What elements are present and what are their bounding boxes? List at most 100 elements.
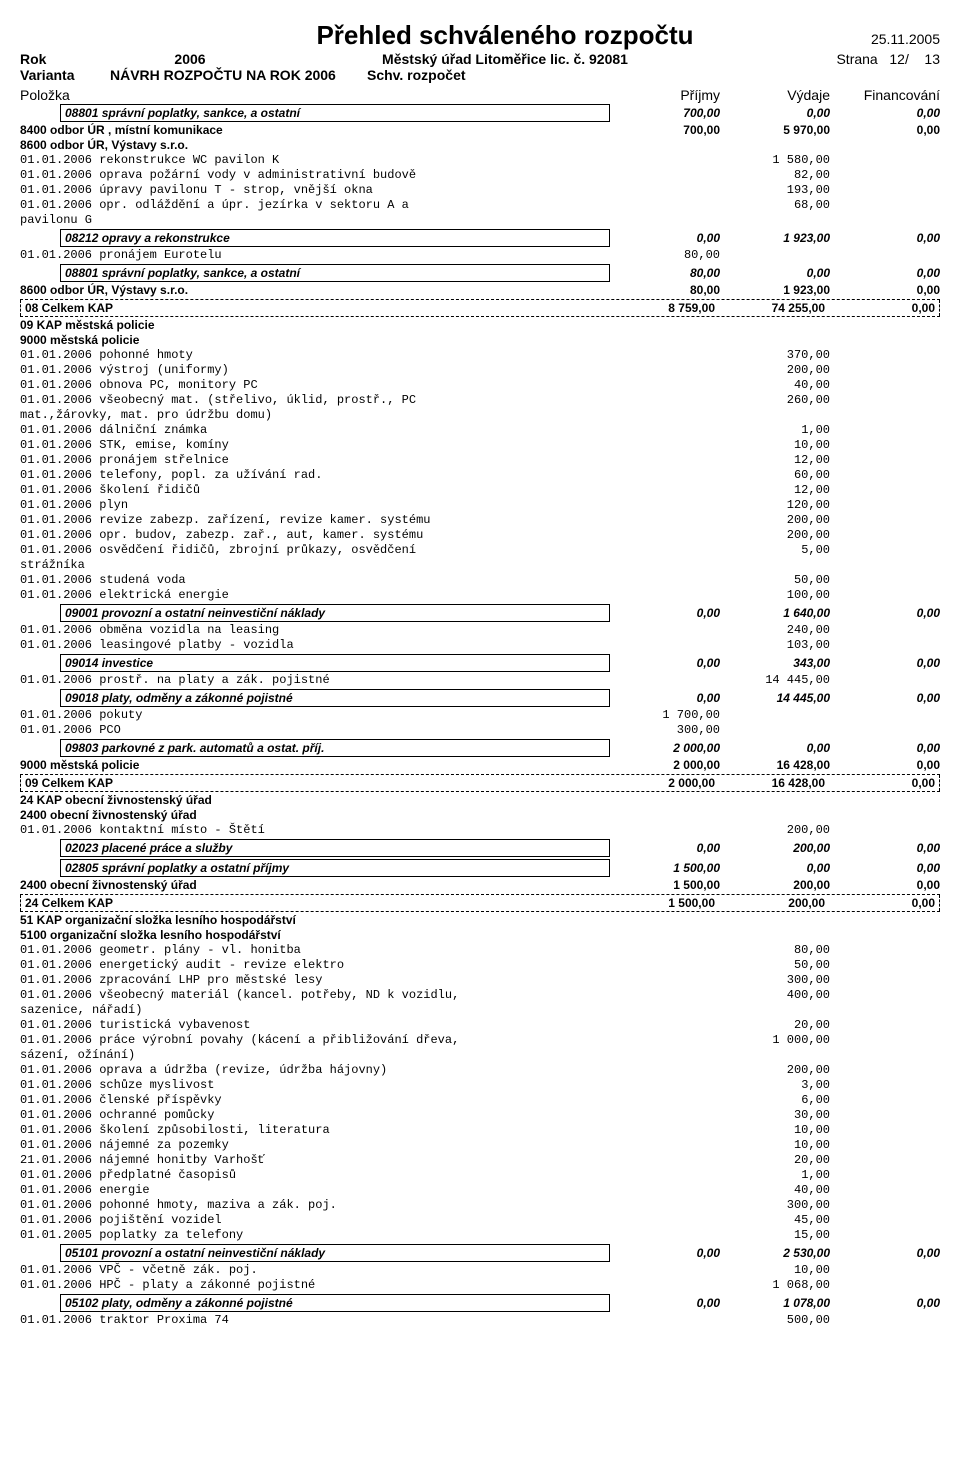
table-row-total: 08 Celkem KAP8 759,0074 255,000,00 — [20, 299, 940, 317]
table-row-detail: 01.01.2006 telefony, popl. za užívání ra… — [20, 468, 940, 483]
table-row-boxed: 08801 správní poplatky, sankce, a ostatn… — [20, 263, 940, 283]
table-row-detail: 01.01.2006 studená voda50,00 — [20, 573, 940, 588]
header-date: 25.11.2005 — [740, 31, 940, 47]
table-row-detail: 01.01.2006 VPČ - včetně zák. poj.10,00 — [20, 1263, 940, 1278]
table-row: 8600 odbor ÚR, Výstavy s.r.o. — [20, 138, 940, 153]
table-row: 51 KAP organizační složka lesního hospod… — [20, 913, 940, 928]
table-row-detail: pavilonu G — [20, 213, 940, 228]
table-row-detail: 01.01.2006 rekonstrukce WC pavilon K1 58… — [20, 153, 940, 168]
boxed-label: 05102 platy, odměny a zákonné pojistné — [60, 1294, 610, 1312]
table-row-detail: 01.01.2006 elektrická energie100,00 — [20, 588, 940, 603]
table-row-detail: 01.01.2006 oprava a údržba (revize, údrž… — [20, 1063, 940, 1078]
rok-label: Rok — [20, 51, 110, 67]
table-row: 09 KAP městská policie — [20, 318, 940, 333]
table-row-detail: 01.01.2006 školení způsobilosti, literat… — [20, 1123, 940, 1138]
header-sub: Městský úřad Litoměřice lic. č. 92081 — [270, 51, 740, 67]
page-title: Přehled schváleného rozpočtu — [270, 20, 740, 51]
table-row-detail: mat.,žárovky, mat. pro údržbu domu) — [20, 408, 940, 423]
table-row-detail: 01.01.2006 prostř. na platy a zák. pojis… — [20, 673, 940, 688]
table-row-detail: 01.01.2006 zpracování LHP pro městské le… — [20, 973, 940, 988]
table-row: 9000 městská policie2 000,0016 428,000,0… — [20, 758, 940, 773]
table-row-boxed: 05102 platy, odměny a zákonné pojistné0,… — [20, 1293, 940, 1313]
table-row-detail: 01.01.2006 PCO300,00 — [20, 723, 940, 738]
rok-value: 2006 — [110, 51, 270, 67]
table-row-detail: 01.01.2006 pojištění vozidel45,00 — [20, 1213, 940, 1228]
table-row-total: 24 Celkem KAP1 500,00200,000,00 — [20, 894, 940, 912]
table-row: 2400 obecní živnostenský úřad — [20, 808, 940, 823]
boxed-label: 08801 správní poplatky, sankce, a ostatn… — [60, 264, 610, 282]
table-row-detail: 01.01.2006 všeobecný mat. (střelivo, úkl… — [20, 393, 940, 408]
boxed-label: 09018 platy, odměny a zákonné pojistné — [60, 689, 610, 707]
table-row-boxed: 02805 správní poplatky a ostatní příjmy1… — [20, 858, 940, 878]
table-row-detail: 01.01.2006 dálniční známka1,00 — [20, 423, 940, 438]
table-row-boxed: 08212 opravy a rekonstrukce0,001 923,000… — [20, 228, 940, 248]
table-row-total: 09 Celkem KAP2 000,0016 428,000,00 — [20, 774, 940, 792]
table-row-detail: 01.01.2006 obměna vozidla na leasing240,… — [20, 623, 940, 638]
table-row-detail: 01.01.2005 poplatky za telefony15,00 — [20, 1228, 940, 1243]
table-row-detail: 01.01.2006 nájemné za pozemky10,00 — [20, 1138, 940, 1153]
table-row-boxed: 08801 správní poplatky, sankce, a ostatn… — [20, 103, 940, 123]
budget-table: 08801 správní poplatky, sankce, a ostatn… — [20, 103, 940, 1328]
col-prijmy: Příjmy — [610, 87, 720, 103]
table-row-detail: 21.01.2006 nájemné honitby Varhošť20,00 — [20, 1153, 940, 1168]
boxed-label: 08212 opravy a rekonstrukce — [60, 229, 610, 247]
col-fin: Financování — [830, 87, 940, 103]
table-row-detail: 01.01.2006 všeobecný materiál (kancel. p… — [20, 988, 940, 1003]
table-row-boxed: 02023 placené práce a služby0,00200,000,… — [20, 838, 940, 858]
table-row-detail: 01.01.2006 revize zabezp. zařízení, revi… — [20, 513, 940, 528]
boxed-label: 09014 investice — [60, 654, 610, 672]
column-headers: Položka Příjmy Výdaje Financování — [20, 87, 940, 103]
table-row: 8600 odbor ÚR, Výstavy s.r.o.80,001 923,… — [20, 283, 940, 298]
table-row-boxed: 09018 platy, odměny a zákonné pojistné0,… — [20, 688, 940, 708]
table-row-detail: 01.01.2006 schůze myslivost3,00 — [20, 1078, 940, 1093]
header-row-3: Varianta NÁVRH ROZPOČTU NA ROK 2006 Schv… — [20, 67, 940, 83]
table-row-detail: 01.01.2006 plyn120,00 — [20, 498, 940, 513]
table-row-detail: 01.01.2006 kontaktní místo - Štětí200,00 — [20, 823, 940, 838]
header-row-2: Rok 2006 Městský úřad Litoměřice lic. č.… — [20, 51, 940, 67]
table-row-detail: 01.01.2006 ochranné pomůcky30,00 — [20, 1108, 940, 1123]
table-row-detail: 01.01.2006 školení řidičů12,00 — [20, 483, 940, 498]
table-row-detail: 01.01.2006 opr. odláždění a úpr. jezírka… — [20, 198, 940, 213]
table-row: 9000 městská policie — [20, 333, 940, 348]
table-row: 8400 odbor ÚR , místní komunikace700,005… — [20, 123, 940, 138]
boxed-label: 02023 placené práce a služby — [60, 839, 610, 857]
table-row-detail: 01.01.2006 STK, emise, komíny10,00 — [20, 438, 940, 453]
table-row-detail: sázení, ožínání) — [20, 1048, 940, 1063]
table-row-detail: 01.01.2006 pronájem střelnice12,00 — [20, 453, 940, 468]
col-vydaje: Výdaje — [720, 87, 830, 103]
table-row-detail: 01.01.2006 energetický audit - revize el… — [20, 958, 940, 973]
table-row-detail: 01.01.2006 leasingové platby - vozidla10… — [20, 638, 940, 653]
table-row-detail: 01.01.2006 obnova PC, monitory PC40,00 — [20, 378, 940, 393]
varianta-label: Varianta — [20, 67, 110, 83]
header: Přehled schváleného rozpočtu 25.11.2005 — [20, 20, 940, 51]
table-row-detail: 01.01.2006 pohonné hmoty370,00 — [20, 348, 940, 363]
table-row-detail: 01.01.2006 osvědčení řidičů, zbrojní prů… — [20, 543, 940, 558]
table-row-detail: strážníka — [20, 558, 940, 573]
table-row: 24 KAP obecní živnostenský úřad — [20, 793, 940, 808]
table-row-boxed: 09001 provozní a ostatní neinvestiční ná… — [20, 603, 940, 623]
table-row-detail: 01.01.2006 HPČ - platy a zákonné pojistn… — [20, 1278, 940, 1293]
table-row-detail: 01.01.2006 pokuty1 700,00 — [20, 708, 940, 723]
table-row-detail: 01.01.2006 traktor Proxima 74500,00 — [20, 1313, 940, 1328]
boxed-label: 05101 provozní a ostatní neinvestiční ná… — [60, 1244, 610, 1262]
varianta-value: NÁVRH ROZPOČTU NA ROK 2006 — [110, 67, 336, 83]
table-row-detail: 01.01.2006 geometr. plány - vl. honitba8… — [20, 943, 940, 958]
boxed-label: 02805 správní poplatky a ostatní příjmy — [60, 859, 610, 877]
table-row-detail: 01.01.2006 oprava požární vody v adminis… — [20, 168, 940, 183]
table-row-detail: 01.01.2006 práce výrobní povahy (kácení … — [20, 1033, 940, 1048]
table-row-detail: sazenice, nářadí) — [20, 1003, 940, 1018]
table-row-detail: 01.01.2006 opr. budov, zabezp. zař., aut… — [20, 528, 940, 543]
schv-label: Schv. rozpočet — [367, 67, 466, 83]
table-row-boxed: 05101 provozní a ostatní neinvestiční ná… — [20, 1243, 940, 1263]
table-row-detail: 01.01.2006 energie40,00 — [20, 1183, 940, 1198]
boxed-label: 09001 provozní a ostatní neinvestiční ná… — [60, 604, 610, 622]
table-row-detail: 01.01.2006 turistická vybavenost20,00 — [20, 1018, 940, 1033]
table-row-boxed: 09014 investice0,00343,000,00 — [20, 653, 940, 673]
table-row-boxed: 09803 parkovné z park. automatů a ostat.… — [20, 738, 940, 758]
table-row-detail: 01.01.2006 pronájem Eurotelu80,00 — [20, 248, 940, 263]
table-row-detail: 01.01.2006 úpravy pavilonu T - strop, vn… — [20, 183, 940, 198]
table-row-detail: 01.01.2006 výstroj (uniformy)200,00 — [20, 363, 940, 378]
table-row: 2400 obecní živnostenský úřad1 500,00200… — [20, 878, 940, 893]
table-row-detail: 01.01.2006 pohonné hmoty, maziva a zák. … — [20, 1198, 940, 1213]
table-row: 5100 organizační složka lesního hospodář… — [20, 928, 940, 943]
